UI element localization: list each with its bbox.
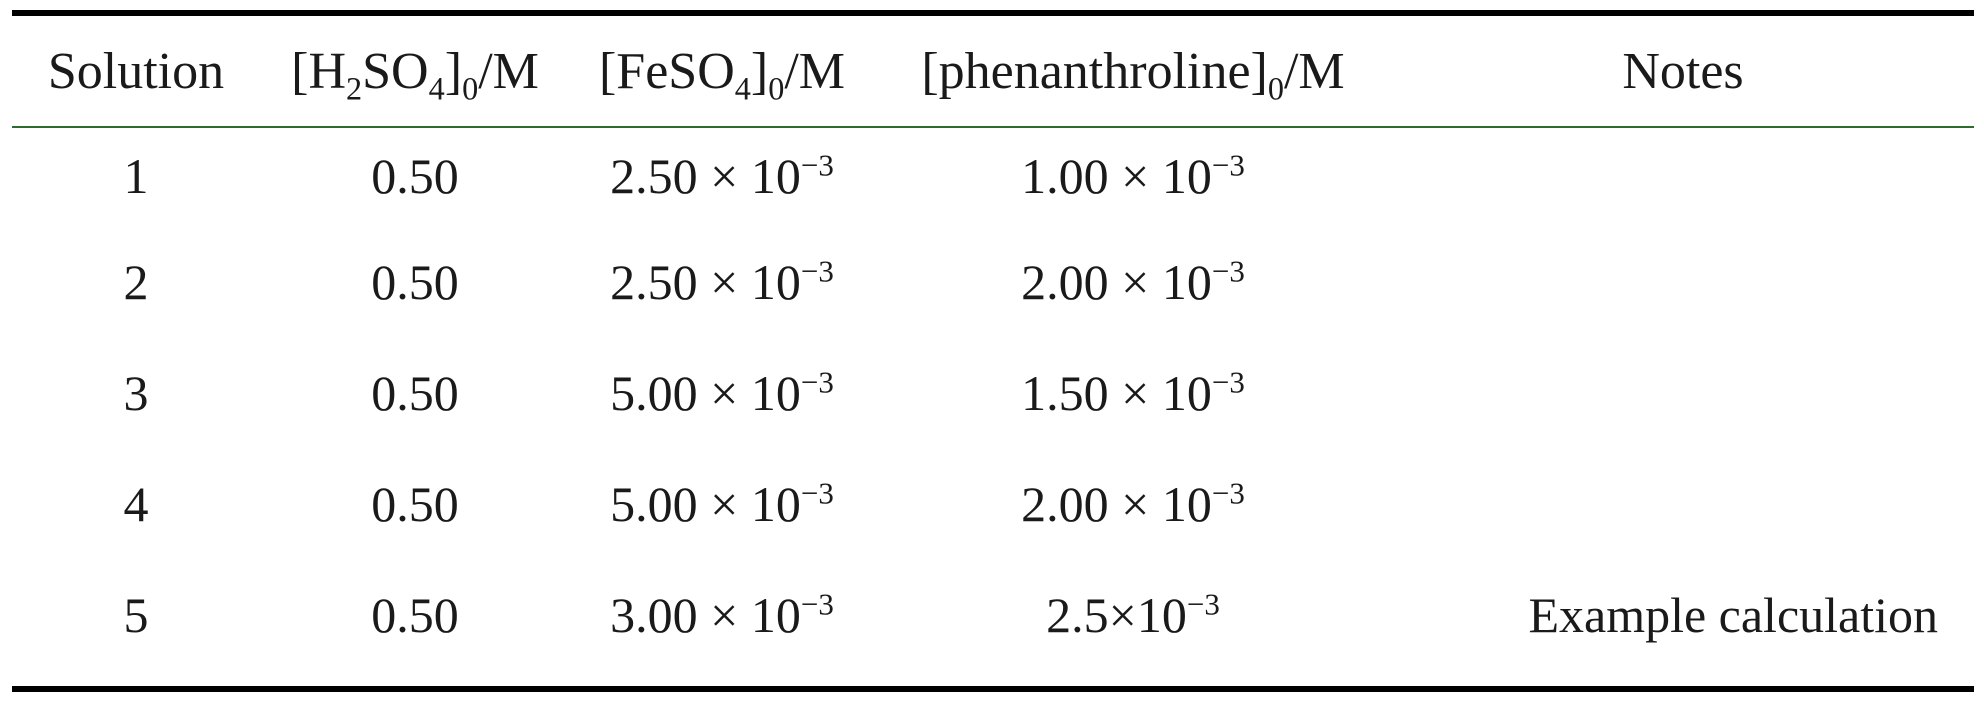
header-feso4: [FeSO4]0/M <box>598 42 846 106</box>
cell-solution: 2 <box>123 253 149 310</box>
table-top-rule <box>12 10 1974 16</box>
header-h2so4: [H2SO4]0/M <box>291 42 539 106</box>
cell-notes <box>1392 448 1974 559</box>
cell-phenanthroline: 1.00 × 10−3 <box>1021 147 1245 204</box>
table-row: 2 0.50 2.50 × 10−3 2.00 × 10−3 <box>12 226 1974 337</box>
table-bottom-rule <box>12 686 1974 692</box>
cell-feso4: 2.50 × 10−3 <box>610 147 834 204</box>
cell-feso4: 3.00 × 10−3 <box>610 585 834 643</box>
table-row: 4 0.50 5.00 × 10−3 2.00 × 10−3 <box>12 448 1974 559</box>
cell-notes <box>1392 126 1974 226</box>
table-header: Solution [H2SO4]0/M [FeSO4]0/M [phenanth… <box>12 16 1974 126</box>
cell-h2so4: 0.50 <box>371 253 459 310</box>
cell-feso4: 5.00 × 10−3 <box>610 474 834 532</box>
cell-solution: 5 <box>123 586 149 643</box>
header-row: Solution [H2SO4]0/M [FeSO4]0/M [phenanth… <box>12 16 1974 126</box>
solutions-table: Solution [H2SO4]0/M [FeSO4]0/M [phenanth… <box>12 16 1974 670</box>
cell-solution: 3 <box>123 364 149 421</box>
cell-h2so4: 0.50 <box>371 475 459 532</box>
header-notes: Notes <box>1622 42 1744 100</box>
table-row: 3 0.50 5.00 × 10−3 1.50 × 10−3 <box>12 337 1974 448</box>
cell-solution: 1 <box>123 148 149 204</box>
table-header-rule <box>12 126 1974 128</box>
header-phenanthroline: [phenanthroline]0/M <box>921 42 1345 106</box>
cell-phenanthroline: 2.00 × 10−3 <box>1021 474 1245 532</box>
cell-h2so4: 0.50 <box>371 148 459 204</box>
cell-h2so4: 0.50 <box>371 586 459 643</box>
cell-phenanthroline: 2.5×10−3 <box>1046 585 1220 643</box>
header-solution: Solution <box>47 42 225 100</box>
table-row: 5 0.50 3.00 × 10−3 2.5×10−3 Example calc… <box>12 559 1974 670</box>
cell-feso4: 2.50 × 10−3 <box>610 252 834 310</box>
table-body: 1 0.50 2.50 × 10−3 1.00 × 10−3 2 0.50 2.… <box>12 126 1974 670</box>
cell-solution: 4 <box>123 475 149 532</box>
cell-phenanthroline: 1.50 × 10−3 <box>1021 363 1245 421</box>
cell-feso4: 5.00 × 10−3 <box>610 363 834 421</box>
cell-notes <box>1392 226 1974 337</box>
cell-notes: Example calculation <box>1528 586 1938 643</box>
cell-phenanthroline: 2.00 × 10−3 <box>1021 252 1245 310</box>
cell-h2so4: 0.50 <box>371 364 459 421</box>
cell-notes <box>1392 337 1974 448</box>
table-row: 1 0.50 2.50 × 10−3 1.00 × 10−3 <box>12 126 1974 226</box>
data-table-container: Solution [H2SO4]0/M [FeSO4]0/M [phenanth… <box>12 0 1974 702</box>
